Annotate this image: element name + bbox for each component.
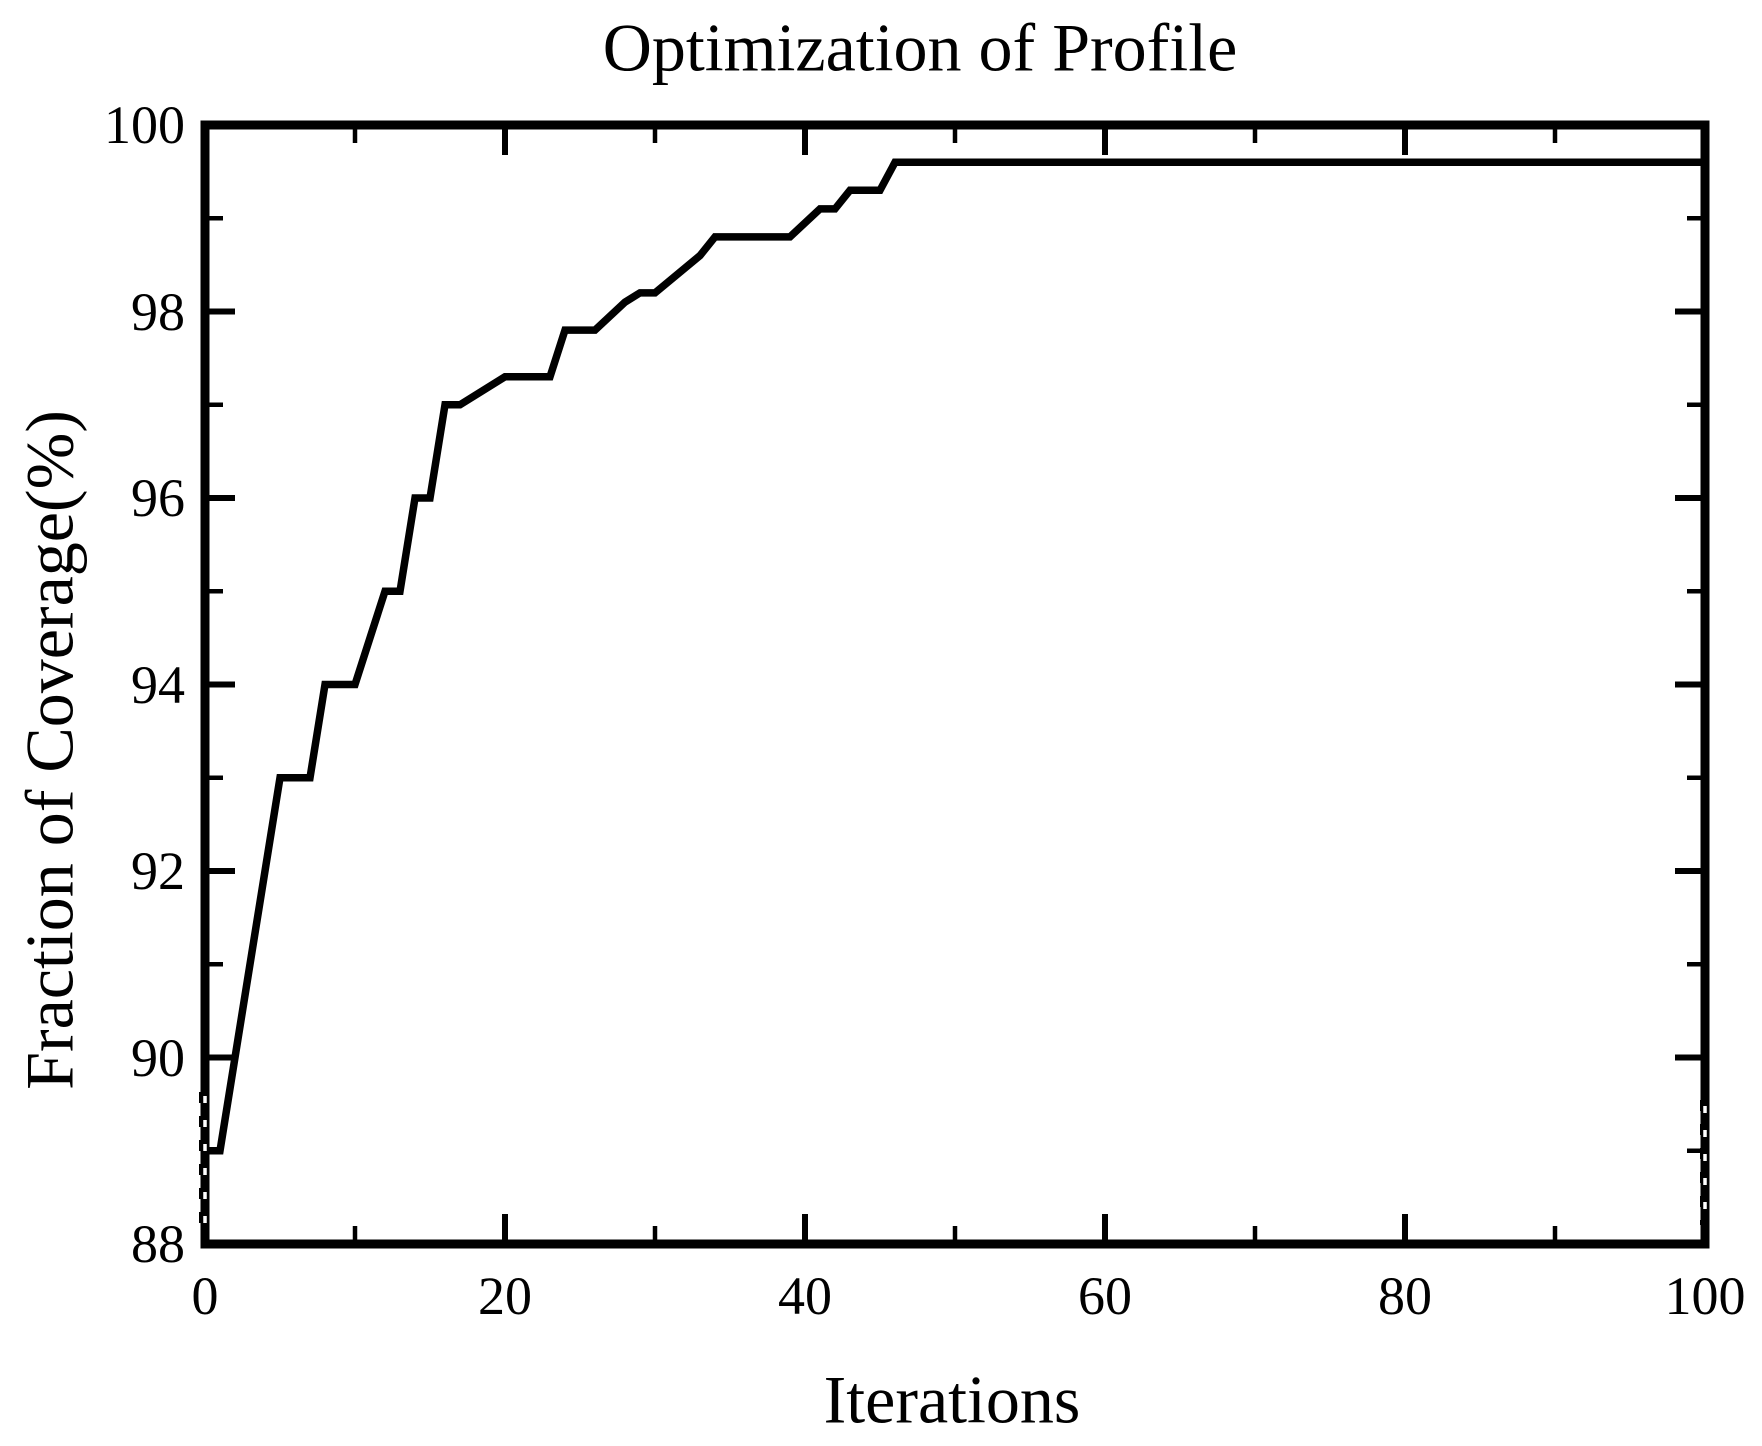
x-tick-label: 40 xyxy=(778,1266,832,1326)
x-tick-label: 80 xyxy=(1378,1266,1432,1326)
y-tick-label: 92 xyxy=(131,841,185,901)
spine-scan-artifacts xyxy=(199,1092,1707,1232)
y-tick-label: 98 xyxy=(131,281,185,342)
plot-frame xyxy=(200,120,1710,1249)
y-tick-label: 100 xyxy=(104,95,185,155)
y-tick-label: 88 xyxy=(131,1214,185,1274)
y-tick-label: 96 xyxy=(131,468,185,528)
y-tick-label: 94 xyxy=(131,654,185,715)
x-axis-title: Iterations xyxy=(823,1361,1081,1438)
y-tick-label: 90 xyxy=(131,1027,185,1088)
x-tick-label: 20 xyxy=(478,1266,532,1326)
x-tick-label: 0 xyxy=(191,1266,219,1326)
x-tick-label: 100 xyxy=(1664,1266,1746,1326)
chart-title: Optimization of Profile xyxy=(602,9,1238,86)
axis-ticks xyxy=(202,122,1708,1247)
coverage-line xyxy=(205,158,1705,1155)
x-tick-label: 60 xyxy=(1078,1266,1132,1326)
